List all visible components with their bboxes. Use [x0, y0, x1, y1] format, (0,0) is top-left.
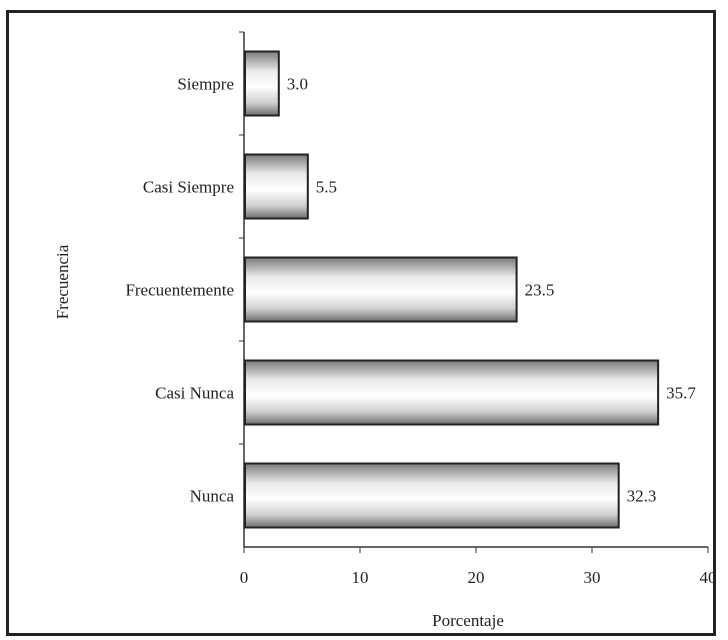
category-label-siempre: Siempre [177, 75, 234, 94]
bar-siempre [244, 50, 280, 117]
category-label-casi-nunca: Casi Nunca [155, 384, 234, 403]
category-label-frecuentemente: Frecuentemente [125, 281, 234, 300]
y-axis-title: Frecuencia [53, 244, 72, 319]
x-tick-label: 0 [240, 568, 249, 587]
bar-casi-siempre [244, 153, 309, 220]
category-label-casi-siempre: Casi Siempre [143, 178, 234, 197]
x-tick-label: 10 [352, 568, 369, 587]
x-tick-label: 30 [584, 568, 601, 587]
bar-nunca [244, 462, 620, 529]
value-label-casi-nunca: 35.7 [666, 384, 696, 403]
x-tick-label: 40 [700, 568, 717, 587]
value-label-frecuentemente: 23.5 [525, 281, 555, 300]
value-labels: 3.0 5.5 23.5 35.7 32.3 [287, 75, 697, 506]
bar-frecuentemente [244, 256, 518, 323]
value-label-casi-siempre: 5.5 [316, 178, 337, 197]
x-axis-title: Porcentaje [432, 611, 504, 630]
bars-group [244, 50, 660, 529]
bar-casi-nunca [244, 359, 660, 426]
category-labels: Siempre Casi Siempre Frecuentemente Casi Nu… [125, 75, 234, 506]
value-label-siempre: 3.0 [287, 75, 308, 94]
chart-frame [6, 10, 716, 636]
value-label-nunca: 32.3 [627, 487, 657, 506]
x-ticks: 0 10 20 30 40 [240, 547, 717, 587]
category-label-nunca: Nunca [190, 487, 235, 506]
x-tick-label: 20 [468, 568, 485, 587]
